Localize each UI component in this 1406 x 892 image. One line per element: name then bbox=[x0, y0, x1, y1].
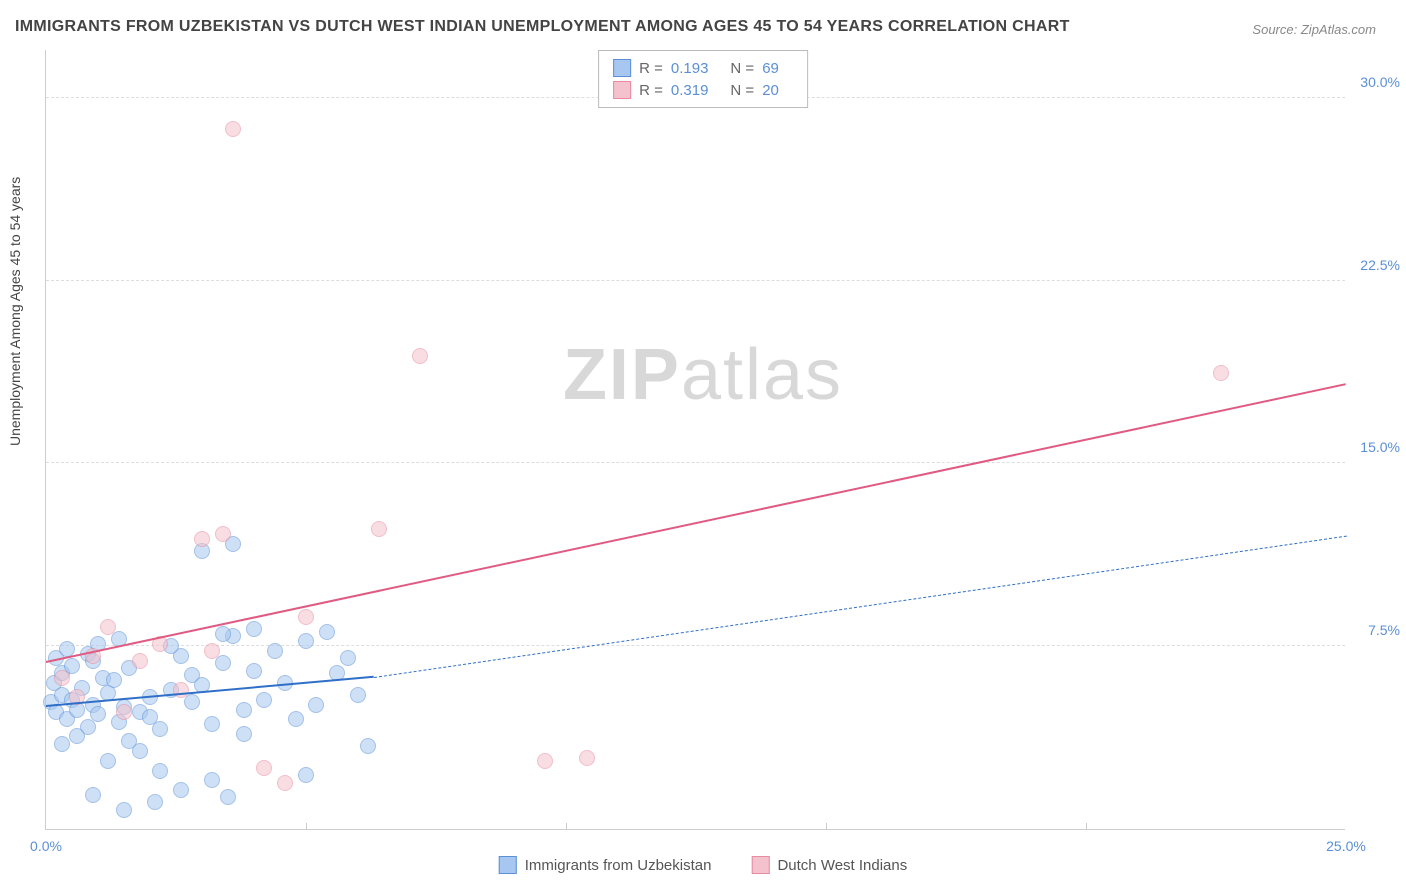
scatter-point bbox=[116, 802, 132, 818]
legend-swatch bbox=[751, 856, 769, 874]
scatter-point bbox=[147, 794, 163, 810]
x-tick-minor bbox=[566, 823, 567, 829]
scatter-point bbox=[246, 663, 262, 679]
scatter-point bbox=[152, 763, 168, 779]
scatter-point bbox=[277, 775, 293, 791]
scatter-point bbox=[215, 655, 231, 671]
scatter-point bbox=[267, 643, 283, 659]
scatter-point bbox=[288, 711, 304, 727]
gridline bbox=[46, 462, 1345, 463]
scatter-point bbox=[100, 753, 116, 769]
scatter-point bbox=[298, 767, 314, 783]
scatter-point bbox=[579, 750, 595, 766]
gridline bbox=[46, 645, 1345, 646]
gridline bbox=[46, 280, 1345, 281]
scatter-point bbox=[194, 531, 210, 547]
scatter-point bbox=[1213, 365, 1229, 381]
legend-swatch bbox=[613, 59, 631, 77]
legend-r-label: R = bbox=[639, 60, 663, 77]
x-tick-minor bbox=[1086, 823, 1087, 829]
legend-stats-row: R = 0.319 N = 20 bbox=[613, 79, 793, 101]
scatter-point bbox=[236, 702, 252, 718]
legend-stats: R = 0.193 N = 69 R = 0.319 N = 20 bbox=[598, 50, 808, 108]
scatter-point bbox=[142, 709, 158, 725]
legend-r-value: 0.319 bbox=[671, 82, 709, 99]
scatter-point bbox=[204, 716, 220, 732]
scatter-point bbox=[215, 526, 231, 542]
source-value: ZipAtlas.com bbox=[1301, 22, 1376, 37]
legend-series: Immigrants from Uzbekistan Dutch West Ind… bbox=[499, 856, 908, 874]
scatter-point bbox=[54, 736, 70, 752]
scatter-point bbox=[360, 738, 376, 754]
legend-r-value: 0.193 bbox=[671, 60, 709, 77]
scatter-point bbox=[215, 626, 231, 642]
scatter-point bbox=[69, 728, 85, 744]
scatter-point bbox=[298, 633, 314, 649]
source-line: Source: ZipAtlas.com bbox=[1252, 22, 1376, 37]
scatter-point bbox=[220, 789, 236, 805]
scatter-point bbox=[100, 619, 116, 635]
scatter-point bbox=[537, 753, 553, 769]
chart-title: IMMIGRANTS FROM UZBEKISTAN VS DUTCH WEST… bbox=[15, 18, 1070, 36]
scatter-point bbox=[90, 706, 106, 722]
legend-swatch bbox=[499, 856, 517, 874]
scatter-point bbox=[85, 787, 101, 803]
scatter-point bbox=[225, 121, 241, 137]
scatter-point bbox=[173, 682, 189, 698]
scatter-point bbox=[132, 743, 148, 759]
scatter-point bbox=[246, 621, 262, 637]
x-tick-label: 25.0% bbox=[1326, 838, 1366, 854]
legend-n-value: 69 bbox=[762, 60, 779, 77]
y-tick-label: 30.0% bbox=[1360, 74, 1400, 90]
scatter-point bbox=[236, 726, 252, 742]
scatter-point bbox=[256, 760, 272, 776]
scatter-point bbox=[340, 650, 356, 666]
scatter-point bbox=[106, 672, 122, 688]
legend-n-value: 20 bbox=[762, 82, 779, 99]
scatter-point bbox=[319, 624, 335, 640]
scatter-point bbox=[350, 687, 366, 703]
legend-series-item: Immigrants from Uzbekistan bbox=[499, 856, 712, 874]
legend-series-label: Immigrants from Uzbekistan bbox=[525, 857, 712, 874]
legend-stats-row: R = 0.193 N = 69 bbox=[613, 57, 793, 79]
trend-line bbox=[374, 536, 1347, 678]
scatter-point bbox=[184, 694, 200, 710]
x-tick-minor bbox=[306, 823, 307, 829]
scatter-point bbox=[173, 782, 189, 798]
scatter-point bbox=[204, 643, 220, 659]
y-tick-label: 22.5% bbox=[1360, 257, 1400, 273]
legend-n-label: N = bbox=[730, 82, 754, 99]
y-tick-label: 7.5% bbox=[1368, 622, 1400, 638]
y-tick-label: 15.0% bbox=[1360, 439, 1400, 455]
y-axis-title: Unemployment Among Ages 45 to 54 years bbox=[7, 177, 23, 446]
scatter-point bbox=[308, 697, 324, 713]
legend-series-item: Dutch West Indians bbox=[751, 856, 907, 874]
scatter-point bbox=[371, 521, 387, 537]
scatter-point bbox=[54, 670, 70, 686]
scatter-point bbox=[298, 609, 314, 625]
legend-n-label: N = bbox=[730, 60, 754, 77]
scatter-point bbox=[152, 721, 168, 737]
trend-line bbox=[46, 383, 1346, 663]
x-tick-label: 0.0% bbox=[30, 838, 62, 854]
legend-series-label: Dutch West Indians bbox=[777, 857, 907, 874]
plot-area: 7.5%15.0%22.5%30.0%0.0%25.0% bbox=[45, 50, 1345, 830]
scatter-point bbox=[204, 772, 220, 788]
scatter-point bbox=[132, 653, 148, 669]
legend-r-label: R = bbox=[639, 82, 663, 99]
legend-swatch bbox=[613, 81, 631, 99]
scatter-point bbox=[256, 692, 272, 708]
x-tick-minor bbox=[826, 823, 827, 829]
scatter-point bbox=[116, 704, 132, 720]
source-label: Source: bbox=[1252, 22, 1297, 37]
scatter-point bbox=[412, 348, 428, 364]
